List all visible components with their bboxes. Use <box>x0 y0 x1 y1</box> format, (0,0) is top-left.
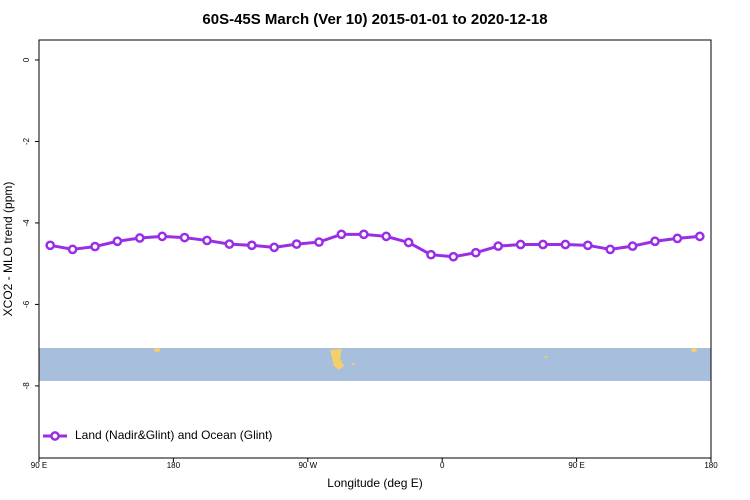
x-tick-label: 180 <box>704 461 718 470</box>
data-point <box>67 244 78 255</box>
data-point <box>358 229 369 240</box>
x-tick-label: 180 <box>167 461 181 470</box>
data-point <box>538 239 548 250</box>
x-tick-label: 90 W <box>298 461 317 470</box>
x-axis-label: Longitude (deg E) <box>327 476 422 490</box>
land-patch <box>351 363 355 365</box>
data-point <box>179 232 190 243</box>
data-point <box>381 231 392 242</box>
y-tick-label: -2 <box>22 137 31 145</box>
y-tick-label: -6 <box>22 300 31 308</box>
data-point <box>448 251 459 262</box>
y-tick-label: -8 <box>22 382 31 390</box>
legend-label: Land (Nadir&Glint) and Ocean (Glint) <box>75 428 272 442</box>
x-tick-label: 0 <box>440 461 445 470</box>
y-tick-label: 0 <box>22 57 31 62</box>
data-point <box>45 240 56 251</box>
chart-title: 60S-45S March (Ver 10) 2015-01-01 to 202… <box>202 11 547 28</box>
legend-marker <box>50 431 60 441</box>
data-point <box>650 236 660 247</box>
land-patch <box>330 349 344 370</box>
data-point <box>202 235 212 246</box>
data-point <box>90 241 100 252</box>
data-point <box>470 247 481 258</box>
data-point <box>515 239 526 250</box>
data-point <box>291 239 302 249</box>
data-point <box>605 244 616 255</box>
data-point <box>582 240 593 251</box>
y-axis-label: XCO2 - MLO trend (ppm) <box>1 182 15 317</box>
series-line <box>49 232 700 259</box>
data-point <box>112 236 123 247</box>
land-patch <box>691 348 697 352</box>
data-point <box>672 233 683 244</box>
data-point <box>493 241 504 251</box>
x-tick-label: 90 E <box>31 461 47 470</box>
data-point <box>627 241 638 251</box>
ocean-band <box>39 348 711 381</box>
data-point <box>224 239 235 249</box>
data-point <box>426 249 436 260</box>
data-point <box>403 237 414 248</box>
data-point <box>694 231 705 242</box>
data-point <box>314 237 324 247</box>
plot-frame <box>38 39 712 459</box>
land-patch <box>154 348 160 352</box>
land-patch <box>544 356 548 358</box>
x-tick-label: 90 E <box>568 461 584 470</box>
data-point <box>134 233 145 243</box>
data-point <box>157 231 168 242</box>
data-point <box>336 229 347 240</box>
data-point <box>269 242 280 253</box>
data-point <box>560 239 571 250</box>
y-tick-label: -4 <box>22 219 31 227</box>
data-point <box>246 240 257 251</box>
map-strip <box>39 348 711 381</box>
